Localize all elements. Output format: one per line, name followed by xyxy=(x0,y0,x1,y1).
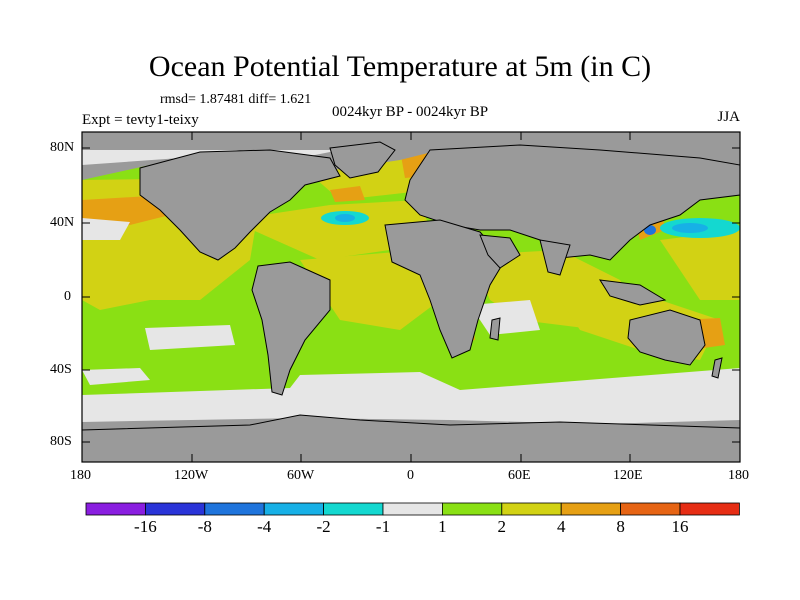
colorbar-box xyxy=(323,502,384,516)
colorbar-box xyxy=(204,502,265,516)
lon-label-120w: 120W xyxy=(174,468,209,483)
lon-label-120e: 120E xyxy=(613,468,643,483)
colorbar-box xyxy=(441,502,503,516)
lat-tick-marks xyxy=(82,147,740,443)
colorbar-box xyxy=(85,502,146,516)
lat-label-0: 0 xyxy=(64,289,71,304)
lat-label-40s: 40S xyxy=(50,362,72,377)
colorbar-box xyxy=(382,502,443,516)
colorbar-label: 4 xyxy=(556,517,566,536)
colorbar-label: -8 xyxy=(197,517,212,536)
colorbar-box xyxy=(679,502,740,516)
colorbar-label: 8 xyxy=(616,517,625,536)
season-label: JJA xyxy=(717,109,740,125)
colorbar-label: -4 xyxy=(257,517,272,536)
figure-title: Ocean Potential Temperature at 5m (in C) xyxy=(148,50,652,83)
colorbar-box xyxy=(560,502,622,516)
experiment-label: Expt = tevty1-teixy xyxy=(82,112,199,128)
lon-tick-marks xyxy=(81,132,741,462)
lon-label-60w: 60W xyxy=(287,468,315,483)
anomaly-cold xyxy=(321,211,740,238)
colorbar-label: 1 xyxy=(438,517,447,536)
lon-label-0: 0 xyxy=(407,468,414,483)
period-label: 0024kyr BP - 0024kyr BP xyxy=(331,104,489,120)
colorbar-box xyxy=(263,502,325,516)
lat-label-40n: 40N xyxy=(50,215,75,230)
colorbar xyxy=(85,502,740,516)
colorbar-label: -1 xyxy=(375,517,391,536)
land xyxy=(81,141,741,463)
colorbar-box xyxy=(501,502,562,516)
lat-label-80s: 80S xyxy=(50,434,72,449)
colorbar-box xyxy=(144,502,206,516)
stats-text: rmsd= 1.87481 diff= 1.621 xyxy=(160,92,312,107)
lat-label-80n: 80N xyxy=(50,140,75,155)
colorbar-box xyxy=(620,502,681,516)
colorbar-label: 16 xyxy=(671,517,689,536)
lon-label-180w: 180 xyxy=(70,468,91,483)
colorbar-label: 2 xyxy=(497,517,507,536)
lon-label-60e: 60E xyxy=(508,468,531,483)
lon-label-180e: 180 xyxy=(728,468,749,483)
colorbar-label: -2 xyxy=(316,517,331,536)
colorbar-label: -16 xyxy=(134,517,157,536)
